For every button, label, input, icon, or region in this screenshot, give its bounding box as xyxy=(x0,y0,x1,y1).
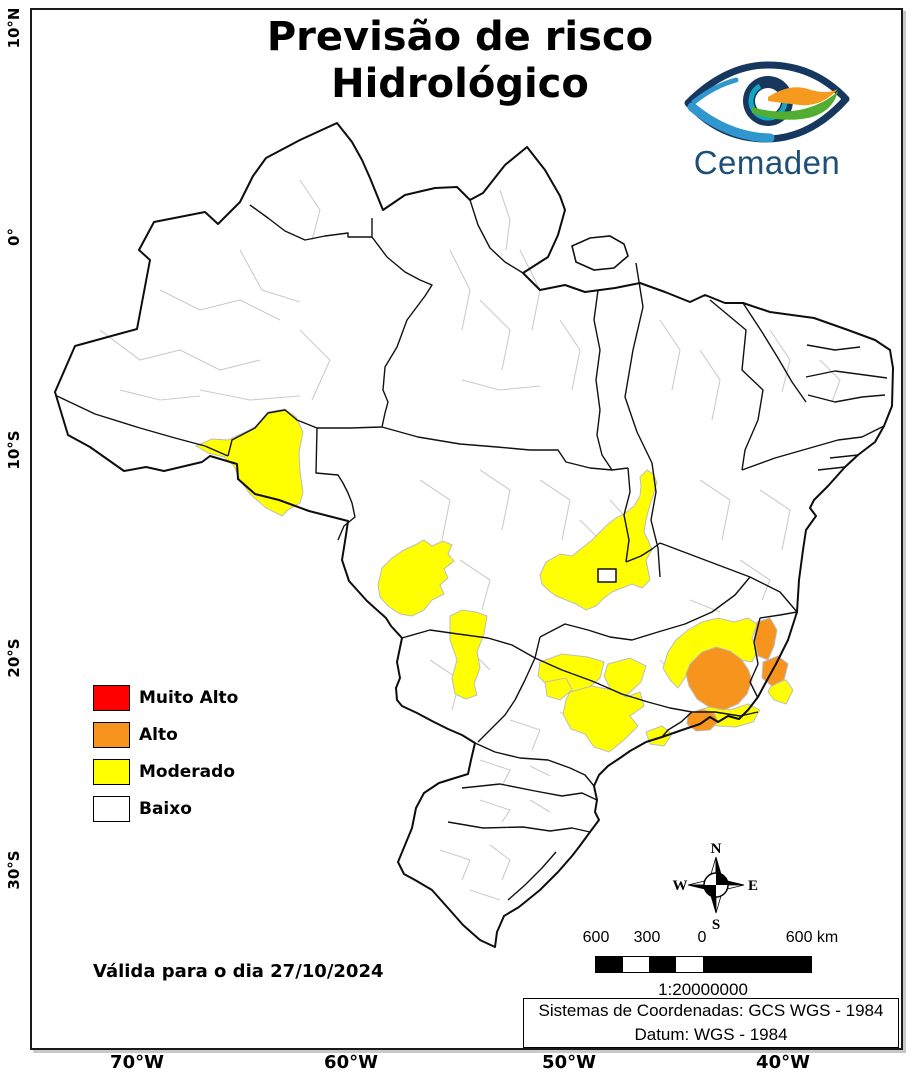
cemaden-logo-text: Cemaden xyxy=(693,144,841,181)
lat-label-0: 0° xyxy=(5,228,23,246)
legend-label-baixo: Baixo xyxy=(139,798,192,819)
validity-note: Válida para o dia 27/10/2024 xyxy=(93,961,384,982)
scalebar-segment xyxy=(596,957,623,972)
marajo-island xyxy=(571,235,629,271)
scalebar-tick-600-right: 600 km xyxy=(785,929,839,946)
scalebar-segment xyxy=(649,957,676,972)
distrito-federal-rectangle xyxy=(597,568,617,583)
legend-swatch-alto xyxy=(93,721,130,748)
scalebar-segment xyxy=(623,957,649,972)
risk-legend: Muito Alto Alto Moderado Baixo xyxy=(93,679,238,827)
legend-label-muito-alto: Muito Alto xyxy=(139,687,239,708)
legend-swatch-baixo xyxy=(93,795,130,822)
title-line-1: Previsão de risco xyxy=(266,14,654,60)
scale-bar xyxy=(595,956,812,973)
region-minas-gerais-leste xyxy=(685,646,753,711)
region-mato-grosso-do-sul-centro xyxy=(449,609,488,700)
coordinate-system-box: Sistemas de Coordenadas: GCS WGS - 1984 … xyxy=(523,998,899,1048)
region-goias-entorno-df xyxy=(539,469,658,611)
scalebar-tick-600-left: 600 xyxy=(582,929,610,946)
legend-label-alto: Alto xyxy=(139,724,178,745)
region-sao-paulo-centro-leste xyxy=(562,685,645,753)
coords-line-2: Datum: WGS - 1984 xyxy=(634,1025,788,1044)
region-espirito-santo-sul xyxy=(767,679,794,705)
compass-w: W xyxy=(673,878,688,894)
legend-row-alto: Alto xyxy=(93,716,238,753)
compass-rose: N S W E xyxy=(656,836,776,944)
lon-label-40w: 40°W xyxy=(756,1052,810,1073)
lon-label-50w: 50°W xyxy=(542,1052,596,1073)
scalebar-tick-0: 0 xyxy=(697,929,707,946)
lon-label-70w: 70°W xyxy=(110,1052,164,1073)
title-line-2: Hidrológico xyxy=(331,61,589,108)
lat-label-20s: 20°S xyxy=(5,638,23,678)
legend-row-moderado: Moderado xyxy=(93,753,238,790)
legend-swatch-muito-alto xyxy=(93,684,130,711)
scalebar-tick-300: 300 xyxy=(633,929,661,946)
lat-label-30s: 30°S xyxy=(5,850,23,890)
compass-s: S xyxy=(712,917,720,933)
region-sao-paulo-oeste xyxy=(544,677,573,701)
coords-line-1: Sistemas de Coordenadas: GCS WGS - 1984 xyxy=(538,1001,884,1020)
legend-label-moderado: Moderado xyxy=(139,761,235,782)
legend-row-muito-alto: Muito Alto xyxy=(93,679,238,716)
compass-e: E xyxy=(748,878,758,894)
compass-n: N xyxy=(711,841,722,857)
state-borders xyxy=(56,199,888,901)
lat-label-10n: 10°N xyxy=(5,7,23,49)
cemaden-logo: Cemaden xyxy=(672,58,862,180)
cemaden-eye-icon xyxy=(684,61,850,143)
legend-swatch-moderado xyxy=(93,758,130,785)
lat-label-10s: 10°S xyxy=(5,430,23,470)
scalebar-segment xyxy=(676,957,703,972)
region-minas-gerais-centro xyxy=(662,617,759,689)
page-title: Previsão de risco Hidrológico xyxy=(170,14,750,108)
region-mato-grosso-noroeste xyxy=(377,539,455,617)
legend-row-baixo: Baixo xyxy=(93,790,238,827)
lon-label-60w: 60°W xyxy=(324,1052,378,1073)
scalebar-segment xyxy=(703,957,811,972)
scale-ratio: 1:20000000 xyxy=(658,980,748,999)
